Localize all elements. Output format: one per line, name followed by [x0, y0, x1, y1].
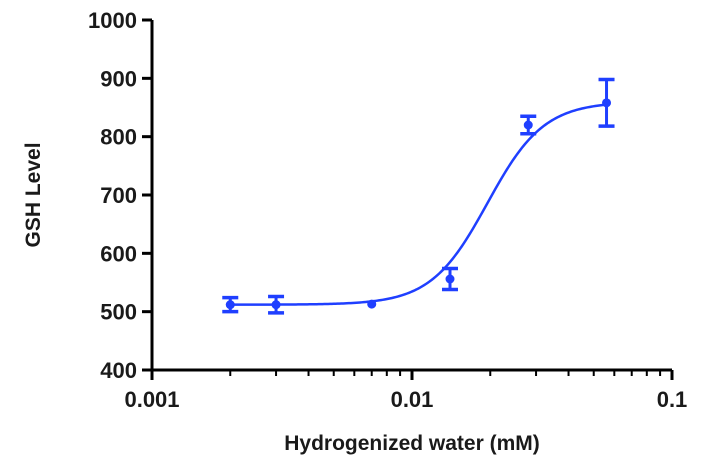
y-axis-ticks: 400 500 600 700 800 900 1000 [88, 8, 152, 383]
point-marker [225, 300, 235, 310]
y-tick-label: 800 [100, 125, 137, 150]
y-tick-label: 400 [100, 358, 137, 383]
data-points-layer [222, 77, 615, 315]
data-point [441, 266, 458, 292]
y-tick-label: 700 [100, 183, 137, 208]
y-tick-label: 500 [100, 300, 137, 325]
point-marker [367, 299, 377, 309]
x-tick-label: 0.1 [657, 387, 688, 412]
point-marker [445, 274, 455, 284]
data-point [222, 295, 239, 314]
x-axis-ticks: 0.001 0.01 0.1 [124, 370, 687, 412]
data-point [367, 299, 377, 309]
fit-curve-layer [230, 103, 607, 306]
point-marker [271, 300, 281, 310]
x-tick-label: 0.01 [391, 387, 434, 412]
y-tick-label: 900 [100, 66, 137, 91]
x-tick-label: 0.001 [124, 387, 179, 412]
data-point [598, 77, 615, 128]
y-tick-label: 1000 [88, 8, 137, 33]
point-marker [523, 120, 533, 130]
fit-curve [230, 103, 607, 306]
x-axis-title: Hydrogenized water (mM) [284, 432, 540, 455]
y-axis-title: GSH Level [22, 142, 45, 247]
data-point [268, 294, 285, 315]
data-point [520, 114, 537, 136]
axes [150, 20, 672, 372]
point-marker [602, 98, 612, 108]
y-tick-label: 600 [100, 241, 137, 266]
